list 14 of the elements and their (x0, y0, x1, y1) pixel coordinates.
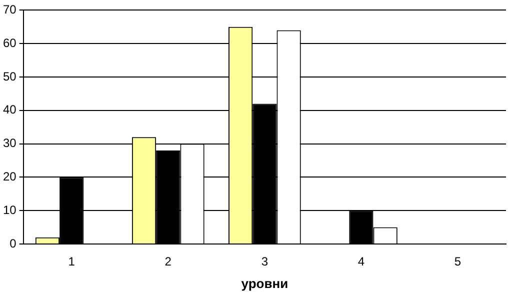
y-tick-label: 20 (2, 170, 17, 184)
x-tick-label: 3 (261, 254, 268, 269)
y-tick-label: 50 (2, 69, 17, 84)
y-tick-label: 70 (2, 2, 17, 17)
y-tick-label: 0 (10, 236, 17, 250)
x-tick-label: 1 (68, 254, 76, 269)
y-tick-label: 40 (2, 102, 17, 117)
x-tick-label: 2 (164, 254, 172, 269)
x-tick-label: 4 (358, 254, 365, 269)
y-tick-label: 60 (2, 36, 17, 50)
y-tick-label: 30 (2, 136, 17, 150)
y-tick-label: 10 (2, 202, 17, 217)
x-tick-label: 5 (454, 254, 462, 269)
x-axis-title: уровни (241, 276, 288, 291)
